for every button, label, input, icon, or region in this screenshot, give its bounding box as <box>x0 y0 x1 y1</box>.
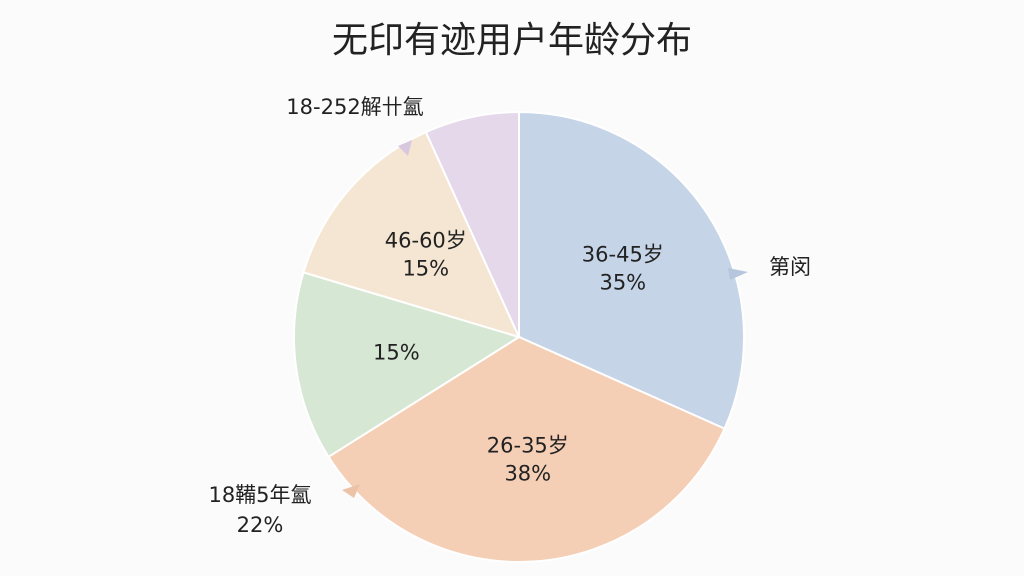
slice-value-label: 38% <box>504 461 551 485</box>
pie-slice <box>327 335 726 563</box>
callout-arrow <box>398 140 412 156</box>
slice-category: 36-45岁 <box>582 243 664 267</box>
callout-arrow <box>342 484 360 498</box>
callout-label: 22% <box>237 513 284 537</box>
pie-slice <box>518 110 745 430</box>
callout-label: 18鞴5年氳 <box>208 483 311 507</box>
pie-slice <box>424 110 520 338</box>
slice-value-label: 15% <box>373 341 420 365</box>
pie-slice <box>302 130 521 339</box>
slice-category: 26-35岁 <box>487 433 569 457</box>
callout-label: 第闵 <box>769 255 811 279</box>
pie-slice <box>293 271 522 459</box>
callout-arrow <box>728 268 748 280</box>
slice-value-label: 15% <box>402 257 449 281</box>
slice-category: 46-60岁 <box>385 229 467 253</box>
pie <box>293 110 745 563</box>
callout-label: 18-252解卄氳 <box>286 95 423 119</box>
chart-title: 无印有迹用户年龄分布 <box>332 20 692 61</box>
slice-value-label: 35% <box>599 271 646 295</box>
